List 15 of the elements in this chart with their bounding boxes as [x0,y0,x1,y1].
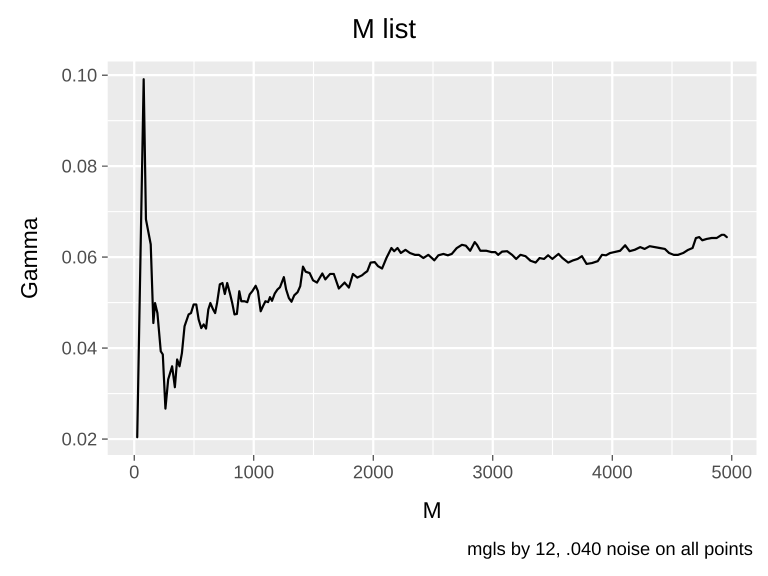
x-tick-label: 0 [130,465,139,478]
chart-title: M list [354,18,416,38]
x-tick-label: 5000 [712,465,752,478]
y-tick-label: 0.06 [62,250,96,264]
x-axis-title: M [424,502,440,518]
x-tick-label: 3000 [473,465,512,478]
y-tick-label: 0.04 [62,342,97,355]
y-axis-title: Gamma [21,218,38,298]
y-tick-label: 0.02 [62,432,96,446]
y-tick-label: 0.10 [62,68,96,82]
x-tick-label: 4000 [592,465,632,478]
y-tick-label: 0.08 [62,160,96,173]
text: mgls by 12, .040 noise on all points [468,542,752,559]
x-tick-label: 2000 [354,465,393,478]
x-tick-label: 1000 [234,465,274,478]
